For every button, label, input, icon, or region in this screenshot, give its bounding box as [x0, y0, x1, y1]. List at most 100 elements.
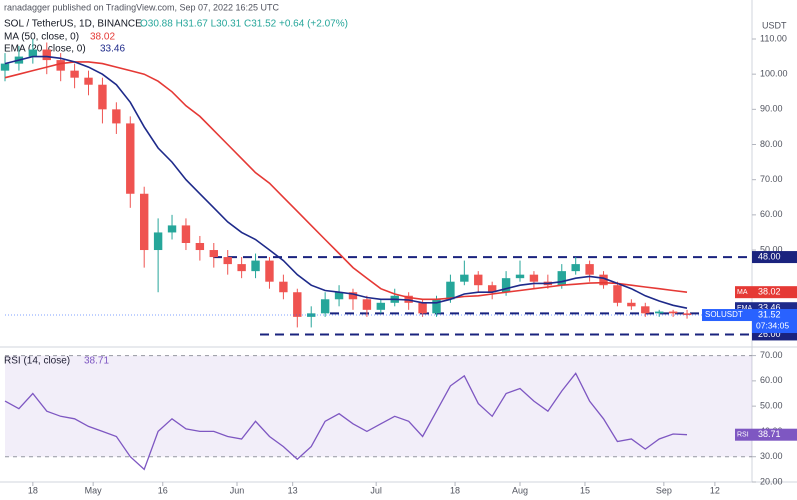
candle-body: [265, 260, 274, 282]
y-tick-label: 90.00: [760, 104, 783, 114]
x-tick-label: 12: [710, 485, 720, 495]
price-badge-label: 31.52: [758, 309, 781, 319]
candle-body: [251, 260, 260, 272]
rsi-tick-label: 30.00: [760, 451, 783, 461]
candle-body: [348, 292, 358, 300]
rsi-name-badge: [735, 428, 752, 441]
candle-body: [501, 278, 511, 293]
x-tick-label: Jun: [230, 485, 245, 495]
candle-body: [320, 299, 330, 314]
candle-body: [28, 49, 38, 57]
legend-ma-value: 38.02: [90, 32, 115, 43]
rsi-tick-label: 60.00: [760, 375, 783, 385]
candle-body: [126, 123, 135, 194]
rsi-badge: [752, 428, 797, 441]
legend-rsi: RSI (14, close): [4, 356, 70, 367]
line-ema: [4, 55, 688, 309]
y-tick-label: 110.00: [760, 33, 787, 43]
candle-body: [641, 306, 650, 314]
series-badge-label: 33.46: [758, 303, 781, 313]
rsi-badge-label: 38.71: [758, 429, 781, 439]
x-tick-label: 18: [450, 485, 460, 495]
candle-body: [571, 264, 580, 272]
candle-body: [279, 281, 288, 293]
unit: USDT: [762, 20, 787, 30]
symbol-badge: [702, 309, 752, 322]
symbol-badge-label: SOLUSDT: [705, 310, 743, 319]
candle-body: [56, 60, 65, 71]
candle-body: [334, 292, 344, 300]
series-badge: [752, 286, 797, 299]
candle-body: [167, 225, 177, 233]
series-badge-label: 38.02: [758, 287, 781, 297]
candle-body: [153, 232, 163, 251]
candle-body: [682, 313, 692, 316]
price-badge: [752, 309, 797, 334]
candle-body: [460, 274, 469, 282]
candle-body: [139, 193, 149, 251]
candle-body: [70, 70, 79, 78]
x-tick-label: 16: [158, 485, 168, 495]
y-tick-label: 100.00: [760, 69, 788, 79]
level-badge: [752, 251, 797, 264]
x-tick-label: May: [85, 485, 103, 495]
x-tick-label: Sep: [656, 485, 672, 495]
candle-body: [655, 311, 664, 314]
candle-body: [42, 49, 51, 61]
rsi-line: [4, 372, 688, 471]
candle-body: [515, 274, 525, 279]
candle-body: [293, 292, 302, 317]
countdown: 07:34:05: [756, 320, 789, 330]
candle-body: [446, 281, 455, 300]
rsi-tick-label: 20.00: [760, 476, 783, 486]
candle-body: [432, 299, 441, 314]
candle-body: [627, 302, 636, 307]
candle-body: [112, 109, 121, 124]
candle-body: [376, 302, 386, 310]
level-badge-label: 48.00: [758, 251, 781, 261]
candle-body: [529, 274, 539, 282]
rsi-tick-label: 70.00: [760, 350, 783, 360]
candle-body: [223, 257, 232, 265]
x-tick-label: 13: [288, 485, 298, 495]
symbol: SOL / TetherUS, 1D, BINANCE: [4, 19, 142, 30]
series-name: EMA: [737, 305, 753, 312]
x-tick-label: 15: [580, 485, 590, 495]
candle-body: [362, 299, 372, 310]
candle-body: [585, 264, 594, 275]
legend-ema-value: 33.46: [100, 44, 125, 55]
level-badge-label: 26.00: [758, 329, 781, 339]
candle-body: [557, 271, 566, 286]
rsi-band: [5, 355, 752, 457]
candle-body: [0, 63, 10, 71]
series-name-badge: [735, 286, 752, 299]
x-tick-label: Aug: [512, 485, 528, 495]
y-tick-label: 80.00: [760, 139, 783, 149]
x-tick-label: Jul: [370, 485, 382, 495]
candle-body: [668, 311, 678, 314]
y-tick-label: 50.00: [760, 244, 783, 254]
legend-ma: MA (50, close, 0): [4, 32, 79, 43]
candle-body: [474, 274, 483, 286]
legend-ema: EMA (20, close, 0): [4, 44, 86, 55]
rsi-tick-label: 50.00: [760, 401, 783, 411]
candle-body: [613, 285, 622, 303]
candle-body: [209, 250, 218, 258]
chart-title: ranadagger published on TradingView.com,…: [4, 2, 280, 12]
candle-body: [84, 77, 93, 85]
rsi-name: RSI: [737, 432, 749, 439]
candle-body: [487, 285, 497, 293]
line-ma: [4, 61, 688, 301]
candle-body: [418, 302, 427, 314]
candle-body: [195, 242, 205, 251]
legend-rsi-value: 38.71: [84, 356, 109, 367]
candle-body: [237, 264, 246, 272]
x-tick-label: 18: [28, 485, 38, 495]
ohlc: O30.88 H31.67 L30.31 C31.52 +0.64 (+2.07…: [140, 19, 348, 30]
candle-body: [181, 225, 191, 243]
series-name: MA: [737, 289, 748, 296]
y-tick-label: 70.00: [760, 174, 783, 184]
candle-body: [599, 274, 608, 286]
